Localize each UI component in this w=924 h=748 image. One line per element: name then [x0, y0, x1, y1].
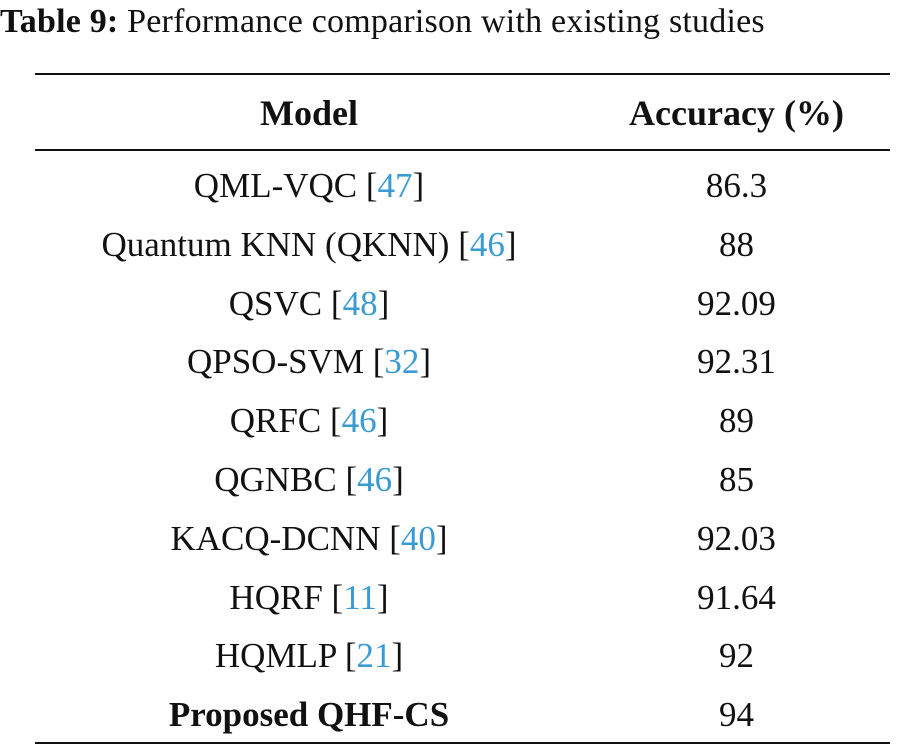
model-name: QML-VQC	[193, 166, 358, 205]
model-name: QRFC	[229, 401, 322, 441]
accuracy-cell: 92	[719, 636, 754, 676]
citation-link[interactable]: 32	[384, 342, 420, 382]
top-rule	[35, 73, 890, 75]
model-name: KACQ-DCNN	[170, 518, 381, 558]
model-cell: HQRF [11]	[229, 577, 389, 617]
accuracy-cell: 88	[719, 224, 754, 264]
model-cell: QSVC [48]	[228, 283, 390, 323]
accuracy-cell: 91.64	[697, 577, 776, 617]
citation-link[interactable]: 48	[342, 283, 378, 323]
model-cell: QML-VQC [47]	[193, 166, 425, 205]
accuracy-cell: 92.31	[697, 342, 776, 382]
header-accuracy: Accuracy (%)	[629, 93, 844, 133]
model-name: QSVC	[228, 283, 323, 323]
table-caption: Table 9: Performance comparison with exi…	[0, 0, 924, 44]
table-row: QGNBC [46] 85	[35, 451, 890, 510]
header-rule	[35, 149, 890, 151]
accuracy-cell: 89	[719, 401, 754, 441]
table-row: QPSO-SVM [32] 92.31	[35, 333, 890, 392]
model-name: QPSO-SVM	[186, 342, 364, 382]
accuracy-cell: 86.3	[705, 166, 768, 205]
table-row: QSVC [48] 92.09	[35, 275, 890, 334]
model-cell: QRFC [46]	[229, 401, 389, 441]
citation-link[interactable]: 47	[377, 166, 413, 205]
model-cell: QGNBC [46]	[214, 459, 404, 499]
citation-link[interactable]: 46	[357, 459, 393, 499]
caption-label: Table 9:	[0, 3, 119, 40]
citation-link[interactable]: 11	[343, 577, 377, 617]
header-model: Model	[260, 93, 358, 133]
model-cell: Proposed QHF-CS	[35, 686, 583, 745]
accuracy-cell: 85	[719, 459, 754, 499]
table-row: Proposed QHF-CS 94	[35, 686, 890, 745]
citation-link[interactable]: 21	[356, 636, 392, 676]
accuracy-cell: 92.09	[697, 283, 776, 323]
citation-link[interactable]: 46	[469, 224, 505, 264]
table-row: KACQ-DCNN [40] 92.03	[35, 510, 890, 569]
citation-link[interactable]: 46	[341, 401, 377, 441]
citation-link[interactable]: 40	[400, 518, 436, 558]
accuracy-cell: 92.03	[697, 518, 776, 558]
table-body: QML-VQC [47] 86.3 Quantum KNN (QKNN) [46] 8…	[35, 157, 890, 745]
model-name: Proposed QHF-CS	[168, 695, 450, 735]
table-row: QRFC [46] 89	[35, 392, 890, 451]
model-name: Quantum KNN (QKNN)	[101, 224, 450, 264]
table-row: HQRF [11] 91.64	[35, 569, 890, 628]
model-name: QGNBC	[214, 459, 337, 499]
table-row: HQMLP [21] 92	[35, 627, 890, 686]
model-cell: HQMLP [21]	[214, 636, 404, 676]
bottom-rule	[35, 742, 890, 744]
model-cell: QPSO-SVM [32]	[186, 342, 432, 382]
accuracy-cell: 94	[719, 695, 754, 735]
model-cell: Quantum KNN (QKNN) [46]	[101, 224, 517, 264]
model-name: HQMLP	[214, 636, 337, 676]
model-name: HQRF	[229, 577, 323, 617]
table-row: QML-VQC [47] 86.3	[35, 157, 890, 216]
caption-text: Performance comparison with existing stu…	[127, 3, 765, 40]
model-cell: KACQ-DCNN [40]	[170, 518, 448, 558]
table-row: Quantum KNN (QKNN) [46] 88	[35, 216, 890, 275]
